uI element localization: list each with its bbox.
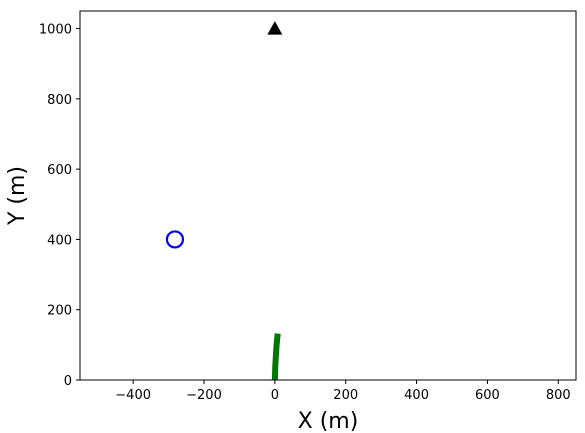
plot-frame: [79, 10, 577, 381]
y-axis-ticks: 0 200 400 600 800 1000: [39, 23, 80, 389]
y-tick-label: 800: [47, 93, 72, 108]
x-axis-ticks: −400 −200 0 200 400 600 800: [115, 380, 571, 403]
y-tick-label: 400: [47, 233, 72, 248]
x-axis-label: X (m): [298, 409, 359, 433]
y-tick-label: 200: [47, 304, 72, 319]
plot-marks: [165, 21, 283, 381]
x-tick-label: 400: [404, 388, 429, 403]
trajectory-line: [271, 333, 281, 381]
x-tick-label: 800: [546, 388, 571, 403]
x-tick-label: −200: [186, 388, 222, 403]
x-tick-label: 0: [271, 388, 279, 403]
x-tick-label: 200: [333, 388, 358, 403]
x-tick-label: −400: [115, 388, 151, 403]
y-tick-label: 600: [47, 163, 72, 178]
triangle-marker: [267, 21, 283, 35]
y-tick-label: 1000: [39, 23, 72, 38]
y-tick-label: 0: [64, 374, 72, 389]
x-tick-label: 600: [475, 388, 500, 403]
circle-marker: [165, 230, 185, 249]
y-axis-label: Y (m): [5, 166, 30, 226]
